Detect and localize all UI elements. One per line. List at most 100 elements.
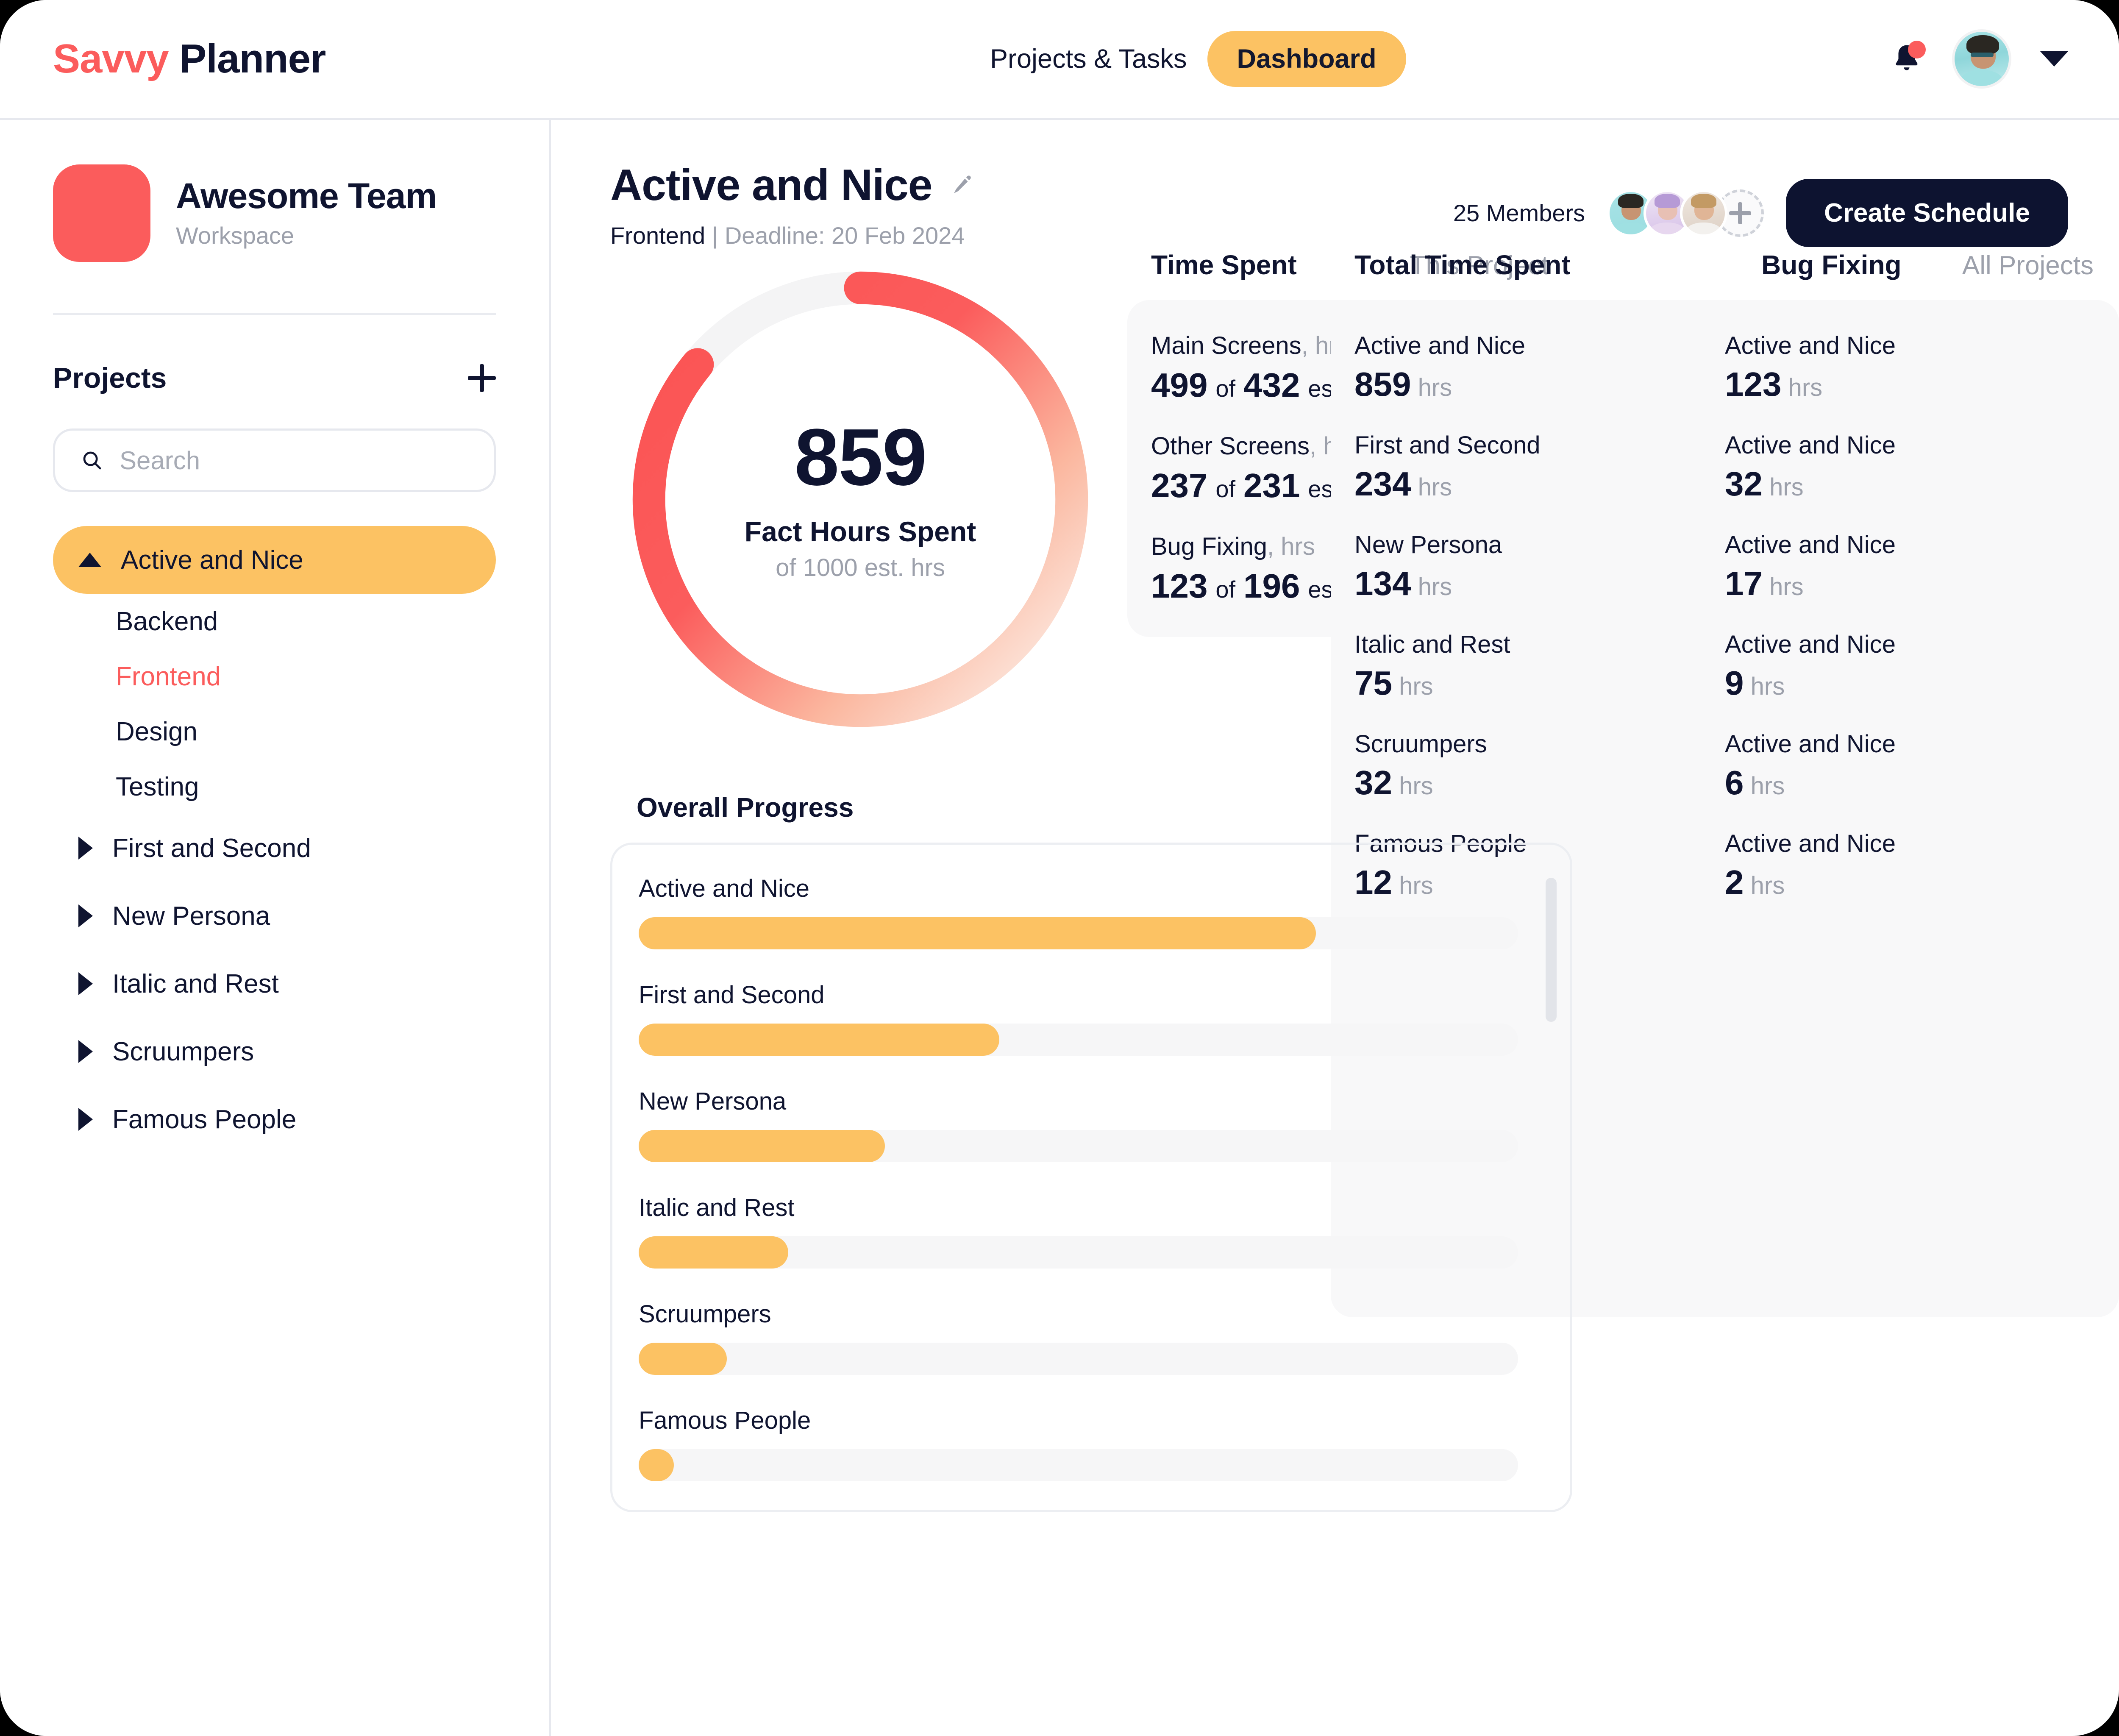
workspace-switcher[interactable]: Awesome Team Workspace <box>53 164 496 262</box>
sidebar-subitem-frontend[interactable]: Frontend <box>53 649 496 704</box>
stat-value: 32 <box>1725 465 1763 503</box>
project-header: Active and Nice Frontend | Deadline: 20 … <box>551 160 2119 249</box>
total-time-spent-title: Total Time Spent <box>1354 250 1571 280</box>
member-avatar[interactable] <box>1680 189 1728 237</box>
stat-value: 123 <box>1725 365 1782 403</box>
row-estimate: 231 <box>1243 467 1300 504</box>
workspace-name: Awesome Team <box>176 176 437 216</box>
sidebar-subitem-design[interactable]: Design <box>53 704 496 759</box>
sidebar-item-active-and-nice[interactable]: Active and Nice <box>53 526 496 594</box>
pencil-icon[interactable] <box>949 173 974 198</box>
sidebar-item-label: Active and Nice <box>121 545 303 575</box>
sidebar-item-scruumpers[interactable]: Scruumpers <box>53 1018 496 1085</box>
stat-label: Active and Nice <box>1725 631 1896 658</box>
notifications-button[interactable] <box>1890 41 1926 77</box>
progress-label: Italic and Rest <box>639 1194 795 1221</box>
progress-fill <box>639 1236 788 1269</box>
progress-row: Scruumpers <box>639 1300 1544 1375</box>
stat-row: Active and Nice 123 hrs <box>1725 331 2095 404</box>
chevron-right-icon <box>78 1040 93 1063</box>
user-avatar[interactable] <box>1952 29 2011 89</box>
stat-label: Active and Nice <box>1725 830 1896 857</box>
chevron-right-icon <box>78 904 93 927</box>
progress-fill <box>639 1343 727 1375</box>
row-label: Main Screens <box>1151 332 1301 359</box>
row-label: Bug Fixing <box>1151 533 1268 560</box>
member-avatar[interactable] <box>1607 189 1655 237</box>
project-meta-separator: | <box>705 222 725 249</box>
stat-label: New Persona <box>1354 531 1502 559</box>
add-member-button[interactable] <box>1716 189 1764 237</box>
sidebar-item-famous-people[interactable]: Famous People <box>53 1085 496 1153</box>
add-project-button[interactable] <box>468 364 496 392</box>
stat-row: Italic and Rest 75 hrs <box>1354 630 1725 703</box>
main-content: Active and Nice Frontend | Deadline: 20 … <box>551 120 2119 1736</box>
donut-svg <box>632 271 1088 727</box>
progress-fill <box>639 1024 999 1056</box>
total-time-spent-column: Active and Nice 859 hrs First and Second… <box>1354 331 1725 1286</box>
stat-value: 12 <box>1354 863 1392 901</box>
progress-label: First and Second <box>639 981 825 1009</box>
create-schedule-button[interactable]: Create Schedule <box>1786 179 2068 247</box>
search-input[interactable] <box>120 445 468 475</box>
row-actual: 499 <box>1151 366 1208 404</box>
stat-label: Active and Nice <box>1725 332 1896 359</box>
projects-section-header: Projects <box>53 362 496 395</box>
bug-fixing-column: Active and Nice 123 hrs Active and Nice … <box>1725 331 2095 1286</box>
progress-track <box>639 1024 1518 1056</box>
stat-row: New Persona 134 hrs <box>1354 531 1725 603</box>
stat-row: Active and Nice 32 hrs <box>1725 431 2095 504</box>
chevron-right-icon <box>78 837 93 860</box>
stat-row: Scruumpers 32 hrs <box>1354 730 1725 802</box>
chevron-right-icon <box>78 972 93 995</box>
progress-scrollbar[interactable] <box>1546 878 1557 1022</box>
nav-dashboard[interactable]: Dashboard <box>1207 31 1406 87</box>
row-actual: 237 <box>1151 467 1208 504</box>
time-spent-title: Time Spent <box>1151 250 1297 280</box>
sidebar-item-first-and-second[interactable]: First and Second <box>53 814 496 882</box>
stat-unit: hrs <box>1788 374 1823 401</box>
stat-value: 32 <box>1354 764 1392 801</box>
nav-projects-and-tasks[interactable]: Projects & Tasks <box>990 44 1187 74</box>
sidebar-subitem-testing[interactable]: Testing <box>53 759 496 814</box>
bug-fixing-title: Bug Fixing <box>1761 250 1902 280</box>
progress-fill <box>639 1449 674 1481</box>
stat-value: 17 <box>1725 565 1763 602</box>
progress-row: Famous People <box>639 1406 1544 1481</box>
sidebar-subitem-label: Frontend <box>116 662 221 691</box>
overall-progress-section: Overall Progress All Projects Active and… <box>610 792 1572 1512</box>
stat-unit: hrs <box>1399 673 1433 700</box>
stat-unit: hrs <box>1750 772 1785 800</box>
stat-row: Active and Nice 17 hrs <box>1725 531 2095 603</box>
progress-row: New Persona <box>639 1087 1544 1162</box>
row-actual: 123 <box>1151 567 1208 605</box>
time-spent-scope[interactable]: This Project <box>1410 251 1549 280</box>
progress-row: Active and Nice <box>639 874 1544 949</box>
sidebar-subitem-backend[interactable]: Backend <box>53 594 496 649</box>
logo-word-1: Savvy <box>53 36 169 81</box>
stat-value: 6 <box>1725 764 1744 801</box>
stat-unit: hrs <box>1769 473 1804 501</box>
app-logo[interactable]: Savvy Planner <box>53 36 326 82</box>
progress-label: Famous People <box>639 1407 811 1434</box>
stat-row: Active and Nice 859 hrs <box>1354 331 1725 404</box>
project-meta-deadline: Deadline: 20 Feb 2024 <box>724 222 965 249</box>
chevron-down-icon[interactable] <box>2040 51 2068 67</box>
bug-fixing-scope[interactable]: All Projects <box>1962 251 2094 280</box>
stat-row: Active and Nice 2 hrs <box>1725 829 2095 902</box>
search-box[interactable] <box>53 428 496 492</box>
logo-word-2: Planner <box>179 36 326 81</box>
sidebar-subitem-label: Testing <box>116 772 199 801</box>
stat-unit: hrs <box>1750 872 1785 899</box>
stat-value: 9 <box>1725 664 1744 702</box>
stat-label: Scruumpers <box>1354 730 1487 758</box>
stat-row: First and Second 234 hrs <box>1354 431 1725 504</box>
projects-title: Projects <box>53 362 167 394</box>
page-title: Active and Nice <box>610 161 933 210</box>
stat-label: Italic and Rest <box>1354 631 1510 658</box>
sidebar-item-new-persona[interactable]: New Persona <box>53 882 496 950</box>
stat-unit: hrs <box>1769 573 1804 601</box>
sidebar-item-italic-and-rest[interactable]: Italic and Rest <box>53 950 496 1018</box>
time-spent-row: Main Screens, hrs 499 of 432 est. <box>1151 331 1527 405</box>
